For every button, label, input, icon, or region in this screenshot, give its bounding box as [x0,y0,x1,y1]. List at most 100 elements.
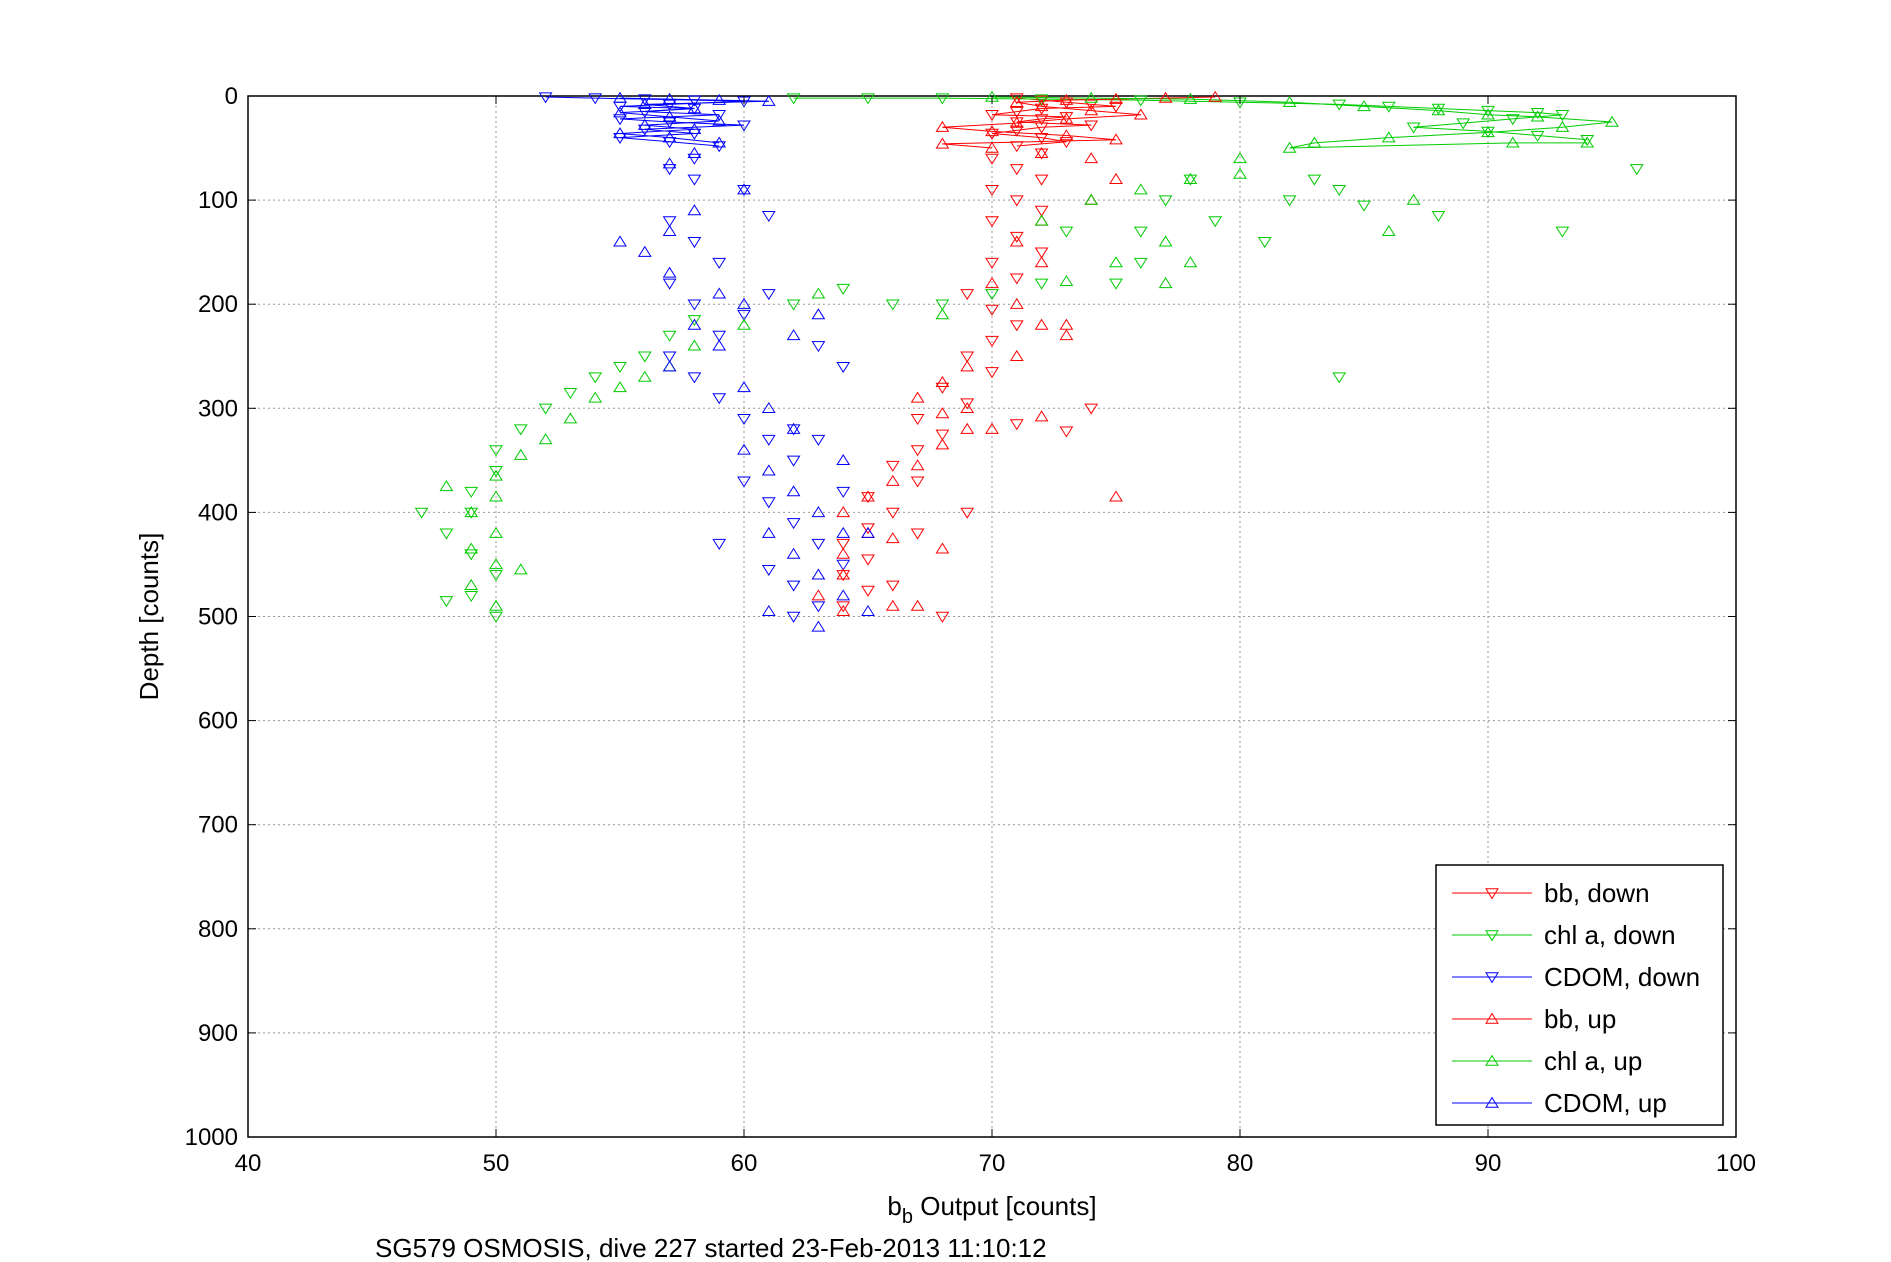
data-point [1009,116,1024,128]
connector-line [694,99,745,102]
data-point [1481,108,1495,120]
connector-line [619,137,670,143]
data-point [935,542,950,554]
data-point [489,490,503,502]
data-point [613,235,627,247]
data-point [811,589,826,601]
data-point [662,92,677,104]
connector-line [1487,114,1538,118]
connector-line [1041,124,1092,128]
data-point [1109,92,1123,104]
connector-line [669,137,720,144]
x-axis-label: bb Output [counts] [887,1191,1096,1228]
connector-line [1041,105,1117,109]
connector-line [1016,121,1092,126]
data-point [737,184,751,197]
data-point [737,414,751,426]
data-point [836,568,851,580]
connector-line [942,143,993,149]
data-point [513,563,528,575]
data-point [1381,101,1396,113]
connector-line [942,122,1017,128]
data-point [1307,136,1322,148]
data-point [687,372,702,384]
data-point [910,414,925,426]
data-point [811,434,826,446]
x-tick-label: 40 [235,1150,262,1177]
data-point [712,538,727,550]
connector-line [644,124,745,130]
data-point [1133,183,1148,195]
data-point [637,97,652,110]
data-point [836,506,851,518]
data-point [662,224,677,237]
data-point [1282,141,1297,153]
legend-entry-label: bb, up [1544,1004,1616,1034]
legend-marker [1485,1012,1499,1024]
legend-box [1435,864,1724,1126]
data-point [935,308,950,320]
x-tick-label: 50 [483,1150,510,1177]
data-point [910,391,925,403]
data-point [786,485,801,497]
data-point [1580,136,1595,148]
data-point [613,132,627,144]
data-point [1406,193,1421,205]
data-point [836,538,851,550]
data-point [662,330,677,342]
data-point [811,538,826,550]
data-point [1059,318,1074,330]
data-point [786,424,801,436]
connector-line [1289,142,1513,149]
data-point [712,110,727,122]
data-point [637,124,652,136]
data-point [761,289,776,301]
data-point [811,620,826,632]
data-point [1109,172,1123,184]
data-point [489,466,503,478]
connector-line [1363,105,1439,112]
data-point [910,459,925,471]
data-point [786,547,801,559]
legend-entry-label: chl a, down [1544,920,1676,950]
data-point [687,315,702,327]
data-point [687,299,702,311]
data-point [985,110,999,122]
data-point [885,507,900,519]
data-point [563,387,578,400]
data-point [935,375,950,387]
data-point [786,518,801,530]
data-point [662,99,677,111]
data-point [786,299,801,311]
data-point [662,351,677,363]
x-axis-label-subscript: b [902,1206,913,1228]
data-point [662,164,677,176]
data-point [885,460,900,472]
data-point [712,114,727,126]
data-point [737,318,751,330]
data-point [985,216,999,228]
data-point [1555,226,1570,238]
data-point [1233,152,1247,164]
data-point [1059,129,1074,141]
data-point [761,604,776,616]
data-point [985,184,999,197]
connector-line [545,96,596,99]
data-point [935,137,950,149]
data-point [935,120,950,132]
data-point [811,601,826,613]
data-point [464,506,479,518]
data-point [1034,94,1049,106]
y-tick-label: 0 [225,83,238,110]
data-point [1332,372,1347,384]
data-point [1034,205,1049,217]
data-point [464,507,479,519]
data-point [1109,101,1123,113]
data-point [811,287,826,299]
legend-marker [1485,972,1499,984]
data-point [935,429,950,441]
connector-line [1438,110,1489,116]
data-point [761,464,776,476]
data-point [662,131,677,143]
